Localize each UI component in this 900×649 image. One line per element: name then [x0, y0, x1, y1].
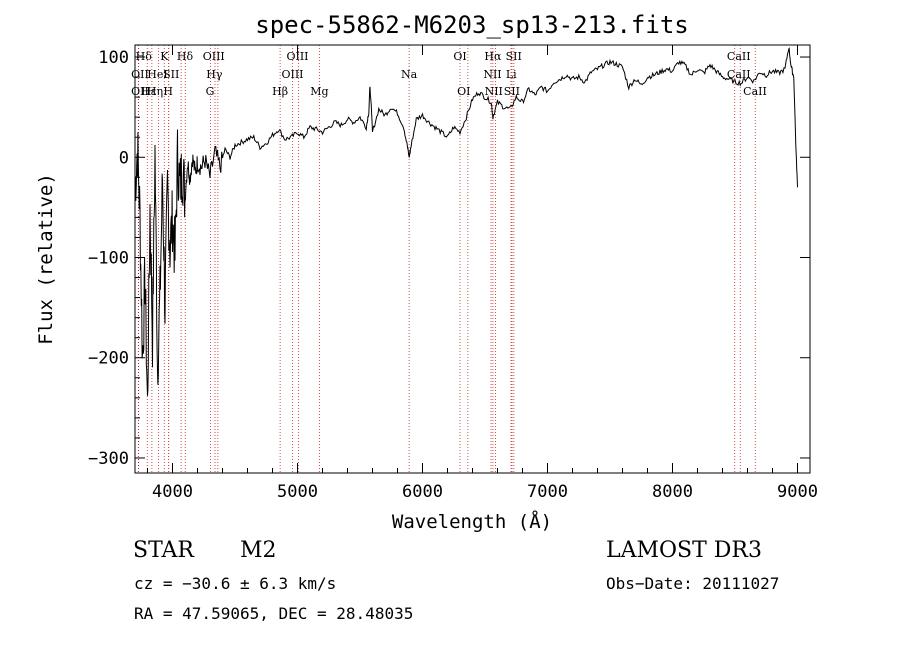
line-label-20: Hη: [147, 85, 163, 98]
redshift-cz: cz = −30.6 ± 6.3 km/s: [134, 574, 337, 593]
x-tick-label-1: 5000: [277, 482, 318, 502]
line-label-27: SII: [504, 85, 520, 98]
line-label-3: OIII: [203, 50, 225, 63]
line-label-26: NII: [485, 85, 503, 98]
chart-title: spec-55862-M6203_sp13-213.fits: [255, 11, 688, 39]
line-label-5: OI: [453, 50, 466, 63]
line-label-7: SII: [506, 50, 522, 63]
survey-name: LAMOST DR3: [606, 538, 762, 563]
line-label-28: CaII: [743, 85, 767, 98]
x-tick-label-3: 7000: [527, 482, 568, 502]
object-class: STAR: [133, 538, 194, 563]
x-axis-label: Wavelength (Å): [392, 510, 552, 533]
y-tick-label-3: −200: [88, 349, 129, 369]
line-label-25: OI: [457, 85, 470, 98]
y-axis-label: Flux (relative): [35, 173, 57, 345]
y-tick-label-2: −100: [88, 248, 129, 268]
line-label-23: Hβ: [272, 85, 288, 98]
line-label-19: Hε: [141, 85, 157, 98]
line-label-8: CaII: [727, 50, 751, 63]
line-label-21: H: [163, 85, 173, 98]
line-label-13: OIII: [281, 68, 303, 81]
flux-series-line: [134, 47, 798, 396]
line-label-10: HeI: [147, 68, 167, 81]
x-tick-label-0: 4000: [152, 482, 193, 502]
line-label-11: SII: [163, 68, 179, 81]
line-label-6: Hα: [484, 50, 502, 63]
line-label-4: OIII: [286, 50, 308, 63]
x-tick-label-2: 6000: [402, 482, 443, 502]
line-label-22: G: [206, 85, 215, 98]
x-tick-label-5: 9000: [777, 482, 818, 502]
line-label-2: Hδ: [177, 50, 194, 63]
spectral-line-markers: [137, 45, 756, 473]
line-label-14: Na: [401, 68, 418, 81]
observation-date: Obs−Date: 20111027: [606, 574, 780, 593]
object-subclass: M2: [240, 538, 277, 563]
y-tick-label-0: 100: [98, 48, 129, 68]
line-label-15: NII: [483, 68, 501, 81]
line-label-0: Hδ: [136, 50, 153, 63]
y-tick-label-4: −300: [88, 449, 129, 469]
coordinates: RA = 47.59065, DEC = 28.48035: [134, 604, 414, 623]
line-label-1: K: [160, 50, 169, 63]
line-label-18: OII: [131, 85, 149, 98]
line-label-9: OII: [131, 68, 149, 81]
axis-ticks: 4000 5000 6000 7000 8000 9000 100 0 −100 −200 −300: [88, 45, 818, 502]
line-label-17: CaII: [727, 68, 751, 81]
line-label-16: Li: [506, 68, 517, 81]
plot-frame: [134, 44, 811, 474]
y-tick-label-1: 0: [119, 148, 129, 168]
line-label-12: Hγ: [206, 68, 223, 81]
x-tick-label-4: 8000: [652, 482, 693, 502]
line-label-24: Mg: [310, 85, 328, 98]
